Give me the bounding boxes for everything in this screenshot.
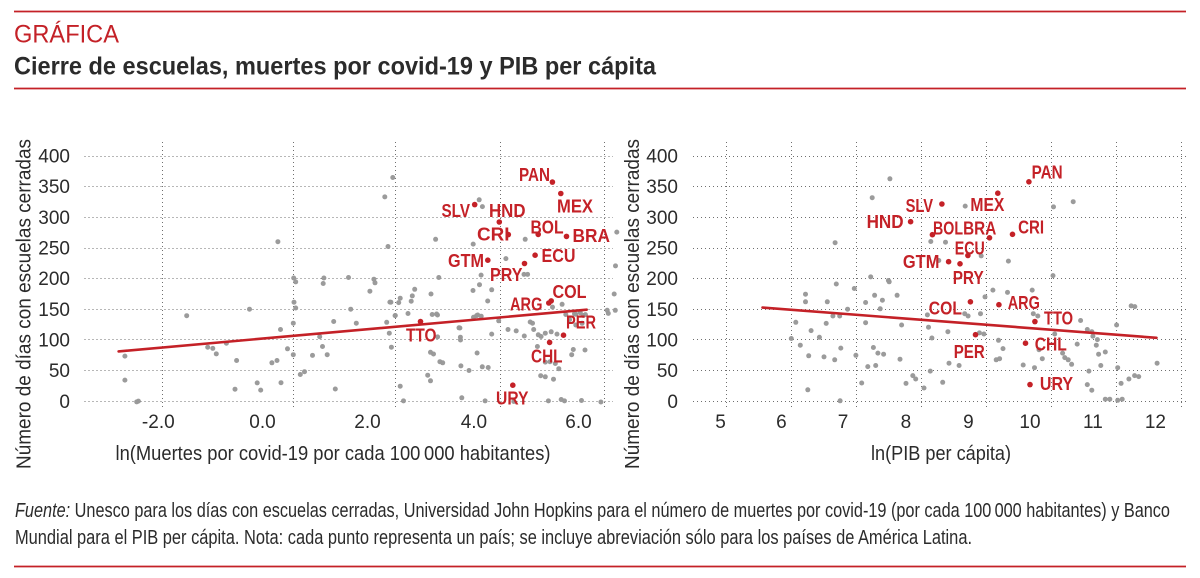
svg-text:COL: COL <box>553 282 587 302</box>
svg-text:HND: HND <box>867 212 904 232</box>
svg-text:2.0: 2.0 <box>354 412 380 433</box>
svg-text:5: 5 <box>715 412 726 433</box>
svg-text:GTM: GTM <box>903 252 940 272</box>
svg-text:Número de días con escuelas ce: Número de días con escuelas cerradas <box>622 139 644 469</box>
svg-text:PAN: PAN <box>519 165 550 185</box>
svg-text:PER: PER <box>566 312 596 332</box>
svg-text:0: 0 <box>667 392 678 413</box>
svg-text:50: 50 <box>49 361 70 382</box>
svg-text:10: 10 <box>1019 412 1040 433</box>
svg-text:Número de días con escuelas ce: Número de días con escuelas cerradas <box>14 139 36 469</box>
svg-text:8: 8 <box>901 412 912 433</box>
svg-text:URY: URY <box>1040 374 1073 394</box>
svg-text:400: 400 <box>646 147 678 168</box>
svg-text:350: 350 <box>38 177 70 198</box>
svg-text:GTM: GTM <box>448 251 484 271</box>
svg-text:TTO: TTO <box>1044 309 1073 329</box>
svg-text:7: 7 <box>838 412 849 433</box>
svg-text:150: 150 <box>38 300 70 321</box>
svg-text:250: 250 <box>38 239 70 260</box>
svg-text:ln(PIB per cápita): ln(PIB per cápita) <box>871 443 1011 465</box>
svg-text:350: 350 <box>646 177 678 198</box>
svg-text:6: 6 <box>776 412 787 433</box>
svg-text:PRY: PRY <box>953 268 984 288</box>
svg-text:250: 250 <box>646 239 678 260</box>
svg-text:0: 0 <box>59 392 70 413</box>
svg-text:PRY: PRY <box>490 265 523 285</box>
svg-text:400: 400 <box>38 147 70 168</box>
svg-text:Cierre de escuelas, muertes po: Cierre de escuelas, muertes por covid-19… <box>14 53 657 81</box>
svg-text:300: 300 <box>38 208 70 229</box>
svg-text:300: 300 <box>646 208 678 229</box>
svg-text:ARG: ARG <box>510 294 543 314</box>
svg-text:0.0: 0.0 <box>249 412 275 433</box>
svg-text:CRI: CRI <box>477 224 510 244</box>
svg-text:9: 9 <box>963 412 974 433</box>
svg-text:12: 12 <box>1145 412 1166 433</box>
svg-text:11: 11 <box>1083 412 1103 433</box>
svg-text:200: 200 <box>38 269 70 290</box>
svg-text:CHL: CHL <box>531 346 563 366</box>
svg-text:BRA: BRA <box>963 219 996 239</box>
svg-text:ECU: ECU <box>955 239 985 259</box>
svg-text:CRI: CRI <box>1018 218 1044 238</box>
svg-text:BOL: BOL <box>933 219 963 239</box>
svg-text:6.0: 6.0 <box>565 412 591 433</box>
svg-text:MEX: MEX <box>557 196 593 216</box>
svg-text:HND: HND <box>489 201 526 221</box>
svg-text:Fuente: Unesco para los días c: Fuente: Unesco para los días con escuela… <box>15 500 1170 522</box>
svg-text:PER: PER <box>954 342 985 362</box>
svg-text:COL: COL <box>929 298 962 318</box>
svg-text:ECU: ECU <box>542 246 576 266</box>
svg-text:BOL: BOL <box>531 218 564 238</box>
svg-text:50: 50 <box>657 361 678 382</box>
svg-text:CHL: CHL <box>1035 335 1067 355</box>
svg-text:SLV: SLV <box>906 196 934 216</box>
svg-text:BRA: BRA <box>573 226 611 246</box>
svg-text:MEX: MEX <box>970 195 1004 215</box>
svg-text:PAN: PAN <box>1032 162 1063 182</box>
svg-text:150: 150 <box>646 300 678 321</box>
svg-text:SLV: SLV <box>442 201 471 221</box>
svg-text:ln(Muertes por covid-19 por ca: ln(Muertes por covid-19 por cada 100 000… <box>116 443 551 465</box>
svg-text:-2.0: -2.0 <box>142 412 175 433</box>
svg-text:URY: URY <box>496 389 529 409</box>
svg-text:100: 100 <box>38 330 70 351</box>
svg-text:200: 200 <box>646 269 678 290</box>
svg-text:GRÁFICA: GRÁFICA <box>14 20 119 49</box>
svg-text:Mundial para el PIB per cápita: Mundial para el PIB per cápita. Nota: ca… <box>15 527 972 549</box>
svg-text:4.0: 4.0 <box>461 412 487 433</box>
svg-text:100: 100 <box>646 330 678 351</box>
svg-text:ARG: ARG <box>1008 293 1040 313</box>
svg-text:TTO: TTO <box>406 326 437 346</box>
